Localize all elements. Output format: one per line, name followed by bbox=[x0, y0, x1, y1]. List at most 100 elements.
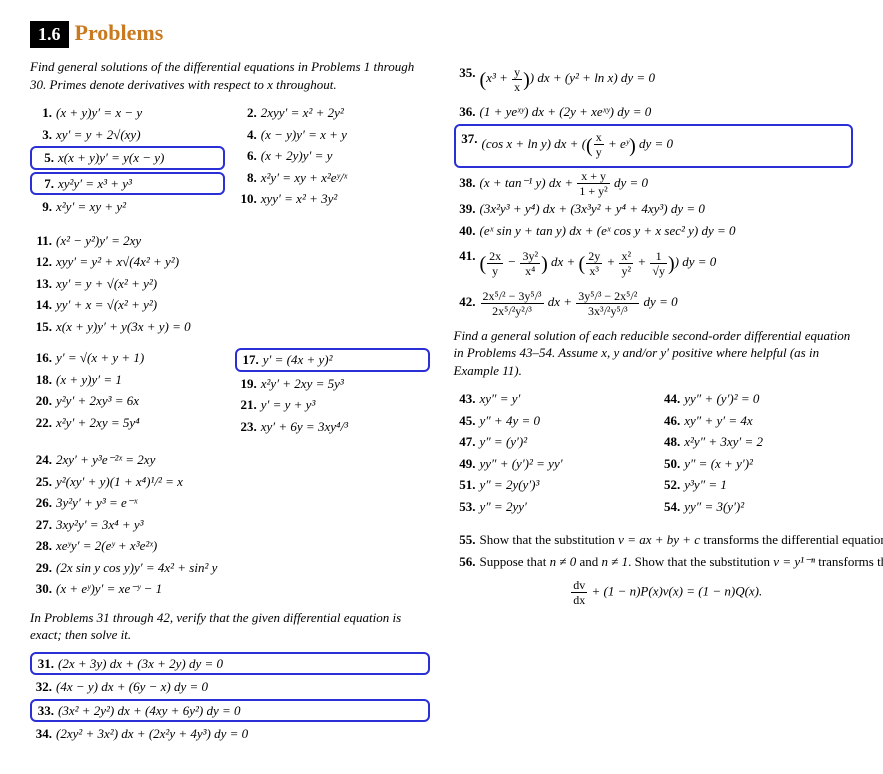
problem-eq: x(x + y)y′ = y(x − y) bbox=[58, 150, 164, 165]
problem-number: 28. bbox=[30, 536, 52, 556]
problem-item: 28. xeʸy′ = 2(eʸ + x³e²ˣ) bbox=[30, 536, 430, 556]
problem-item-highlighted: 7.xy²y′ = x³ + y³ bbox=[30, 172, 225, 196]
problem-number: 7. bbox=[32, 174, 54, 194]
problem-item: 56. Suppose that n ≠ 0 and n ≠ 1. Show t… bbox=[454, 552, 854, 607]
problem-item: 46.xy″ + y′ = 4x bbox=[658, 411, 853, 431]
problem-eq: x(x + y)y′ + y(3x + y) = 0 bbox=[56, 319, 191, 334]
problem-eq: (x + eʸ)y′ = xe⁻ʸ − 1 bbox=[56, 581, 162, 596]
problem-item: 1. (x + y)y′ = x − y bbox=[30, 103, 225, 123]
problem-eq: xy′ = y + 2√(xy) bbox=[56, 127, 141, 142]
problem-eq: (x + y)y′ = x − y bbox=[56, 105, 142, 120]
fraction: 2yx³ bbox=[586, 250, 602, 277]
eq-part: (cos x + ln y) dx + ( bbox=[482, 136, 587, 151]
fraction: 3y²x⁴ bbox=[520, 250, 540, 277]
problem-number: 40. bbox=[454, 221, 476, 241]
fraction: 1√y bbox=[650, 250, 667, 277]
problem-text: Show that the substitution bbox=[480, 532, 619, 547]
left-column: Find general solutions of the differenti… bbox=[30, 58, 430, 754]
problem-item: 44.yy″ + (y′)² = 0 bbox=[658, 389, 853, 409]
problem-item: 54. yy″ = 3(y′)² bbox=[658, 497, 853, 517]
problem-eq: yy″ + (y′)² = 0 bbox=[684, 391, 759, 406]
problem-eq: xy′ = y + √(x² + y²) bbox=[56, 276, 157, 291]
problem-number: 21. bbox=[235, 395, 257, 415]
problem-item: 20.y²y′ + 2xy³ = 6x bbox=[30, 391, 225, 411]
problem-item: 41. (2xy − 3y²x⁴) dx + (2yx³ + x²y² + 1√… bbox=[454, 242, 854, 286]
problem-item: 8.x²y′ = xy + x²eʸ/ˣ bbox=[235, 168, 430, 188]
problem-item: 12.xyy′ = y² + x√(4x² + y²) bbox=[30, 252, 430, 272]
problem-eq: (2xy² + 3x²) dx + (2x²y + 4y³) dy = 0 bbox=[56, 726, 248, 741]
fraction: x²y² bbox=[619, 250, 633, 277]
two-column-layout: Find general solutions of the differenti… bbox=[30, 58, 853, 754]
problem-eq: y″ = 2yy′ bbox=[480, 499, 527, 514]
problem-item: 55. Show that the substitution v = ax + … bbox=[454, 530, 854, 550]
problem-eq: y′ = (4x + y)² bbox=[263, 352, 333, 367]
problem-number: 12. bbox=[30, 252, 52, 272]
problem-eq: xyy′ = x² + 3y² bbox=[261, 191, 338, 206]
problem-item-highlighted: 17.y′ = (4x + y)² bbox=[235, 348, 430, 372]
problem-number: 47. bbox=[454, 432, 476, 452]
problem-item: 3. xy′ = y + 2√(xy) bbox=[30, 125, 225, 145]
instructions-2: In Problems 31 through 42, verify that t… bbox=[30, 609, 430, 644]
problem-number: 3. bbox=[30, 125, 52, 145]
problem-list: 43.xy″ = y′ 45.y″ + 4y = 0 47.y″ = (y′)²… bbox=[454, 387, 649, 518]
problem-number: 46. bbox=[658, 411, 680, 431]
problem-number: 36. bbox=[454, 102, 476, 122]
problem-number: 56. bbox=[454, 552, 476, 572]
problem-item: 11.(x² − y²)y′ = 2xy bbox=[30, 231, 430, 251]
problem-number: 48. bbox=[658, 432, 680, 452]
problem-number: 31. bbox=[32, 654, 54, 674]
fraction: yx bbox=[512, 66, 522, 93]
problem-number: 2. bbox=[235, 103, 257, 123]
problem-eq: (2x + 3y) dx + (3x + 2y) dy = 0 bbox=[58, 656, 223, 671]
problem-number: 26. bbox=[30, 493, 52, 513]
eq-part: (x + tan⁻¹ y) dx + bbox=[480, 175, 577, 190]
problem-item: 53. y″ = 2yy′ bbox=[454, 497, 649, 517]
problem-eq: (3x²y³ + y⁴) dx + (3x³y² + y⁴ + 4xy³) dy… bbox=[480, 201, 705, 216]
problems-16-23-grid: 16.y′ = √(x + y + 1) 18.(x + y)y′ = 1 20… bbox=[30, 346, 430, 448]
problem-eq: yy″ = 3(y′)² bbox=[684, 499, 744, 514]
problem-item: 42. 2x⁵/² − 3y⁵/³2x⁵/²y²/³ dx + 3y⁵/³ − … bbox=[454, 288, 854, 317]
problem-eq: x²y″ + 3xy′ = 2 bbox=[684, 434, 763, 449]
problem-number: 11. bbox=[30, 231, 52, 251]
problem-number: 14. bbox=[30, 295, 52, 315]
problem-eq: 2xy′ + y³e⁻²ˣ = 2xy bbox=[56, 452, 155, 467]
problem-item: 39.(3x²y³ + y⁴) dx + (3x³y² + y⁴ + 4xy³)… bbox=[454, 199, 854, 219]
problem-list: 1.(x + y)y′ = x − y 3.xy′ = y + 2√(xy) 5… bbox=[30, 101, 225, 219]
problem-list: 2.2xyy′ = x² + 2y² 4.(x − y)y′ = x + y 6… bbox=[235, 101, 430, 219]
problem-list: 24.2xy′ + y³e⁻²ˣ = 2xy 25.y²(xy′ + y)(1 … bbox=[30, 450, 430, 599]
display-equation: dvdx + (1 − n)P(x)v(x) = (1 − n)Q(x). bbox=[480, 579, 854, 606]
problem-item: 45.y″ + 4y = 0 bbox=[454, 411, 649, 431]
eq-part: dy = 0 bbox=[640, 294, 677, 309]
section-number-badge: 1.6 bbox=[30, 21, 69, 48]
problem-number: 38. bbox=[454, 170, 476, 196]
problem-item: 26.3y²y′ + y³ = e⁻ˣ bbox=[30, 493, 430, 513]
problem-item: 22.x²y′ + 2xy = 5y⁴ bbox=[30, 413, 225, 433]
problem-number: 13. bbox=[30, 274, 52, 294]
fraction: 3y⁵/³ − 2x⁵/²3x³/²y⁵/³ bbox=[576, 290, 639, 317]
problem-item: 38. (x + tan⁻¹ y) dx + x + y1 + y² dy = … bbox=[454, 170, 854, 198]
problem-eq: 2xyy′ = x² + 2y² bbox=[261, 105, 344, 120]
problem-eq: xeʸy′ = 2(eʸ + x³e²ˣ) bbox=[56, 538, 157, 553]
fraction: 2xy bbox=[487, 250, 503, 277]
problem-item: 14.yy′ + x = √(x² + y²) bbox=[30, 295, 430, 315]
eq-part: + eʸ bbox=[605, 136, 629, 151]
eq-part: ) dx + (y² + ln x) dy = 0 bbox=[530, 70, 655, 85]
problem-eq: x²y′ = xy + x²eʸ/ˣ bbox=[261, 170, 347, 185]
section-header: 1.6 Problems bbox=[30, 20, 853, 48]
problem-eq: y″ = (x + y′)² bbox=[684, 456, 753, 471]
problem-number: 1. bbox=[30, 103, 52, 123]
problem-number: 15. bbox=[30, 317, 52, 337]
problems-43-54-grid: 43.xy″ = y′ 45.y″ + 4y = 0 47.y″ = (y′)²… bbox=[454, 387, 854, 528]
problem-item: 21.y′ = y + y³ bbox=[235, 395, 430, 415]
eq-part: − bbox=[504, 254, 519, 269]
problem-eq: y³y″ = 1 bbox=[684, 477, 727, 492]
problem-number: 29. bbox=[30, 558, 52, 578]
problem-item: 27.3xy²y′ = 3x⁴ + y³ bbox=[30, 515, 430, 535]
eq-part: dy = 0 bbox=[611, 175, 648, 190]
problem-eq: (1 + yeˣʸ) dx + (2y + xeˣʸ) dy = 0 bbox=[480, 104, 652, 119]
instructions-3: Find a general solution of each reducibl… bbox=[454, 327, 854, 380]
problem-number: 49. bbox=[454, 454, 476, 474]
problem-number: 54. bbox=[658, 497, 680, 517]
problem-number: 53. bbox=[454, 497, 476, 517]
problem-number: 34. bbox=[30, 724, 52, 744]
